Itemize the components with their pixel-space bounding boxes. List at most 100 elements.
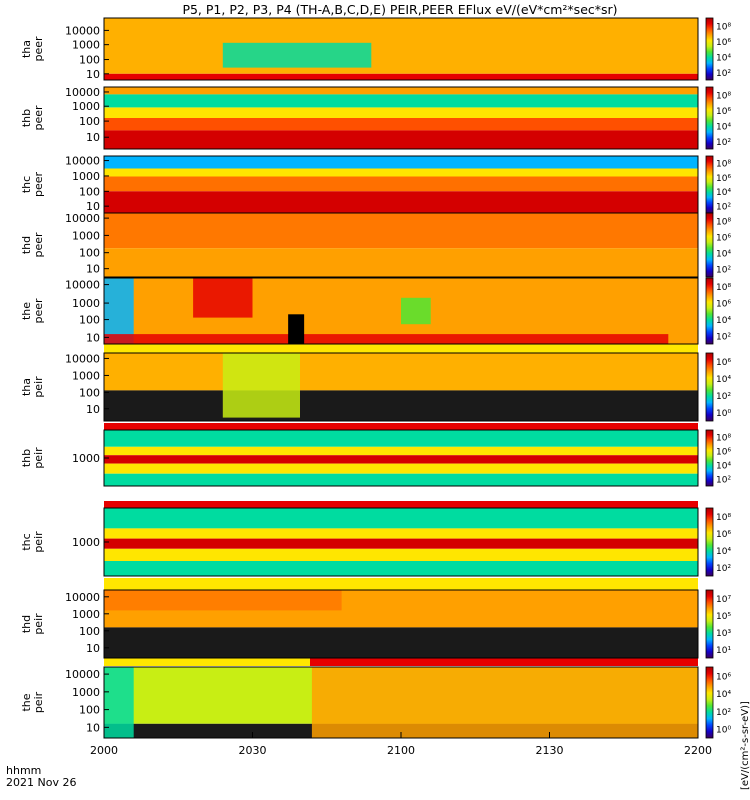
panel-5-cbar-tick-1: 10⁴: [716, 375, 731, 385]
panel-4-probe-label: the: [20, 302, 33, 320]
x-tick-label-1: 2030: [239, 744, 267, 757]
panel-6-species-label: peir: [32, 447, 45, 469]
panel-4-feature-1: [104, 278, 134, 344]
status-strip-4: [104, 501, 698, 508]
panel-3-band-0: [104, 213, 698, 249]
panel-8-frame: [103, 589, 699, 659]
panel-2-band-0: [104, 156, 698, 169]
status-strip-3: [104, 423, 698, 430]
panel-1-cbar-tick-0: 10⁸: [716, 91, 731, 101]
panel-0-colorbar: [705, 17, 714, 81]
panel-2-ytick-label-3: 10: [86, 200, 100, 213]
panel-7-band-4: [104, 561, 698, 576]
panel-7-species-label: peir: [32, 531, 45, 553]
panel-7-cbar-tick-2: 10⁴: [716, 547, 731, 557]
panel-1-cbar-tick-3: 10²: [716, 138, 731, 148]
panel-3-probe-label: thd: [20, 236, 33, 254]
panel-0-frame: [103, 17, 699, 81]
panel-6-band-4: [104, 473, 698, 486]
panel-4-feature-0: [193, 278, 253, 318]
panel-1-frame: [103, 86, 699, 150]
panel-8-ytick-label-1: 1000: [72, 608, 100, 621]
panel-5-species-label: peir: [32, 376, 45, 398]
panel-8-cbar-tick-1: 10⁵: [716, 612, 731, 622]
panel-2-ytick-label-0: 10000: [65, 155, 100, 168]
panel-8-cbar-tick-2: 10³: [716, 629, 731, 639]
panel-5-colorbar: [705, 352, 714, 422]
panel-3-ytick-label-2: 100: [79, 247, 100, 260]
panel-0-band-1: [104, 73, 698, 80]
status-strip-2: [104, 344, 698, 353]
panel-4-feature-3: [104, 334, 669, 344]
panel-3-frame: [103, 212, 699, 278]
panel-4-feature-2: [401, 297, 431, 325]
panel-1-cbar-tick-2: 10⁴: [716, 122, 731, 132]
panel-5-ytick-label-2: 100: [79, 386, 100, 399]
panel-7-probe-label: thc: [20, 533, 33, 550]
panel-8-cbar-tick-3: 10¹: [716, 646, 731, 656]
panel-1-species-label: peer: [32, 105, 45, 131]
panel-0-species-label: peer: [32, 36, 45, 62]
panel-1-ytick-label-3: 10: [86, 131, 100, 144]
panel-2-probe-label: thc: [20, 176, 33, 193]
x-tick-label-3: 2130: [536, 744, 564, 757]
panel-0-ytick-label-0: 10000: [65, 24, 100, 37]
panel-1-cbar-tick-1: 10⁶: [716, 107, 731, 117]
panel-9-colorbar: [705, 666, 714, 739]
panel-4-cbar-tick-0: 10⁸: [716, 283, 731, 293]
panel-1-ytick-label-0: 10000: [65, 86, 100, 99]
panel-3-cbar-tick-1: 10⁶: [716, 234, 731, 244]
panel-1-ytick-label-2: 100: [79, 115, 100, 128]
panel-2-band-1: [104, 168, 698, 177]
status-strip-0: [104, 80, 698, 87]
panel-4-colorbar: [705, 277, 714, 345]
x-tick-label-0: 2000: [90, 744, 118, 757]
panel-2-band-3: [104, 191, 698, 213]
panel-4-ytick-label-3: 10: [86, 331, 100, 344]
panel-5-band-1: [104, 390, 698, 421]
panel-5-band-0: [104, 353, 698, 391]
panel-1-band-0: [104, 87, 698, 95]
status-strip-7: [310, 658, 698, 666]
panel-3-colorbar: [705, 212, 714, 278]
panel-0-cbar-tick-1: 10⁶: [716, 38, 731, 48]
panel-9-ytick-label-0: 10000: [65, 668, 100, 681]
panel-8-colorbar: [705, 589, 714, 659]
panel-7-band-3: [104, 548, 698, 561]
panel-4-ytick-label-0: 10000: [65, 279, 100, 292]
panel-tha-peir: 10000 1000 100 10 tha peir 10⁶ 10⁴ 10² 10⁰: [20, 352, 731, 422]
panel-4-ytick-label-1: 1000: [72, 297, 100, 310]
panel-thd-peir: 10000 1000 100 10 thd peir 10⁷ 10⁵ 10³ 10¹: [20, 589, 731, 659]
panel-3-band-1: [104, 248, 698, 277]
panel-5-frame: [103, 352, 699, 422]
panel-0-cbar-tick-3: 10²: [716, 69, 731, 79]
panel-8-cbar-tick-0: 10⁷: [716, 595, 731, 605]
panel-6-band-1: [104, 446, 698, 456]
panel-2-cbar-tick-0: 10⁸: [716, 160, 731, 170]
panel-6-colorbar: [705, 429, 714, 487]
panel-0-ytick-label-1: 1000: [72, 39, 100, 52]
panel-0-feature-0: [222, 42, 372, 68]
panel-7-cbar-tick-1: 10⁶: [716, 530, 731, 540]
panel-1-colorbar: [705, 86, 714, 150]
panel-0-cbar-tick-0: 10⁸: [716, 22, 731, 32]
panel-9-ytick-label-3: 10: [86, 721, 100, 734]
panel-9-ytick-label-1: 1000: [72, 686, 100, 699]
panel-8-ytick-label-0: 10000: [65, 591, 100, 604]
panel-3-ytick-label-3: 10: [86, 263, 100, 276]
panel-9-species-label: peir: [32, 691, 45, 713]
panel-7-band-1: [104, 528, 698, 539]
panel-thd-peer: 10000 1000 100 10 thd peer 10⁸ 10⁶ 10⁴ 10²: [20, 212, 731, 278]
panel-0-probe-label: tha: [20, 40, 33, 58]
panel-9-cbar-tick-0: 10⁶: [716, 672, 731, 682]
panel-4-data-gap: [288, 314, 305, 344]
panel-7-cbar-tick-0: 10⁸: [716, 513, 731, 523]
panel-5-cbar-tick-0: 10⁶: [716, 358, 731, 368]
panel-2-cbar-tick-1: 10⁶: [716, 174, 731, 184]
panel-thc-peir: 1000 thc peir 10⁸ 10⁶ 10⁴ 10²: [20, 507, 731, 577]
panel-8-ytick-label-2: 100: [79, 625, 100, 638]
panel-3-species-label: peer: [32, 232, 45, 258]
